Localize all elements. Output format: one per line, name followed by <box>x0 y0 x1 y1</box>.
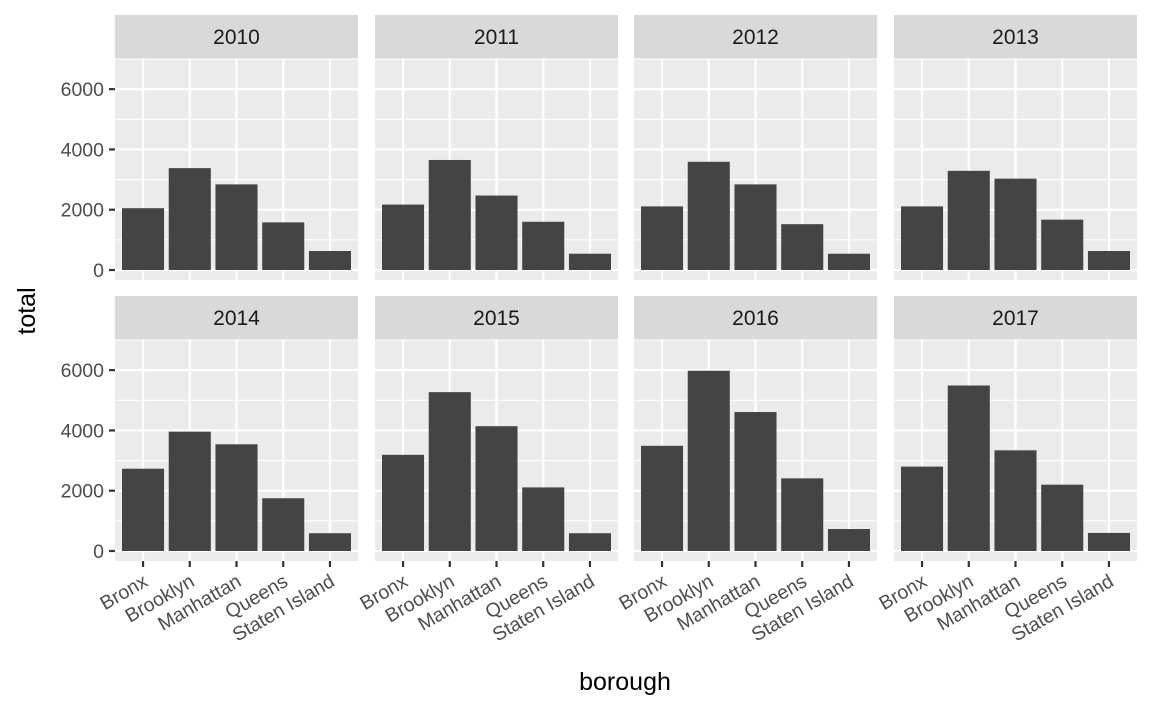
facet-label: 2012 <box>732 26 779 49</box>
bar-queens <box>522 487 565 551</box>
facet-label: 2013 <box>992 26 1039 49</box>
facet-strip <box>634 296 877 340</box>
bar-manhattan <box>475 426 518 551</box>
bar-brooklyn <box>428 159 471 270</box>
facet-strip <box>894 296 1137 340</box>
facet-label: 2015 <box>473 307 520 330</box>
bar-brooklyn <box>947 385 990 551</box>
y-tick-label: 6000 <box>61 360 105 382</box>
bar-staten-island <box>827 253 870 270</box>
y-tick-label: 2000 <box>61 481 105 503</box>
bar-staten-island <box>568 533 611 551</box>
bar-bronx <box>901 206 944 270</box>
facet-label: 2014 <box>213 307 260 330</box>
bar-bronx <box>382 454 425 551</box>
bar-bronx <box>641 445 684 551</box>
bar-brooklyn <box>687 161 730 270</box>
x-axis-title: borough <box>579 668 671 696</box>
bar-manhattan <box>734 412 777 551</box>
bar-queens <box>781 478 824 551</box>
bar-bronx <box>641 206 684 270</box>
bar-bronx <box>122 208 165 270</box>
facet-strip <box>115 15 358 59</box>
bar-manhattan <box>994 178 1037 270</box>
facet-strip <box>375 15 618 59</box>
bar-staten-island <box>1087 532 1130 551</box>
bar-brooklyn <box>947 170 990 270</box>
bar-queens <box>522 221 565 270</box>
bar-queens <box>1041 484 1084 551</box>
y-tick-label: 4000 <box>61 139 105 161</box>
y-tick-label: 4000 <box>61 420 105 442</box>
facet-strip <box>115 296 358 340</box>
bar-staten-island <box>1087 251 1130 270</box>
bar-queens <box>262 498 305 551</box>
y-tick-label: 0 <box>93 260 104 282</box>
bar-staten-island <box>827 528 870 551</box>
bar-manhattan <box>215 444 258 551</box>
facet-strip <box>634 15 877 59</box>
bar-queens <box>262 222 305 270</box>
facet-strip <box>894 15 1137 59</box>
bar-staten-island <box>568 253 611 270</box>
y-tick-label: 0 <box>93 541 104 563</box>
bar-manhattan <box>734 184 777 270</box>
y-tick-label: 6000 <box>61 79 105 101</box>
bar-queens <box>781 224 824 270</box>
bar-manhattan <box>994 450 1037 551</box>
facet-label: 2016 <box>732 307 779 330</box>
bar-staten-island <box>308 251 351 270</box>
bar-manhattan <box>215 184 258 270</box>
y-tick-label: 2000 <box>61 200 105 222</box>
y-axis-title: total <box>13 287 41 334</box>
facet-label: 2017 <box>992 307 1039 330</box>
bar-brooklyn <box>687 370 730 551</box>
bar-bronx <box>382 204 425 270</box>
bar-bronx <box>122 468 165 551</box>
bar-bronx <box>901 466 944 551</box>
facet-label: 2011 <box>474 26 519 49</box>
facet-strip <box>375 296 618 340</box>
bar-queens <box>1041 219 1084 270</box>
bar-brooklyn <box>168 431 211 551</box>
bar-brooklyn <box>428 392 471 551</box>
bar-brooklyn <box>168 168 211 270</box>
facet-label: 2010 <box>213 26 260 49</box>
bar-staten-island <box>308 533 351 551</box>
bar-manhattan <box>475 195 518 270</box>
